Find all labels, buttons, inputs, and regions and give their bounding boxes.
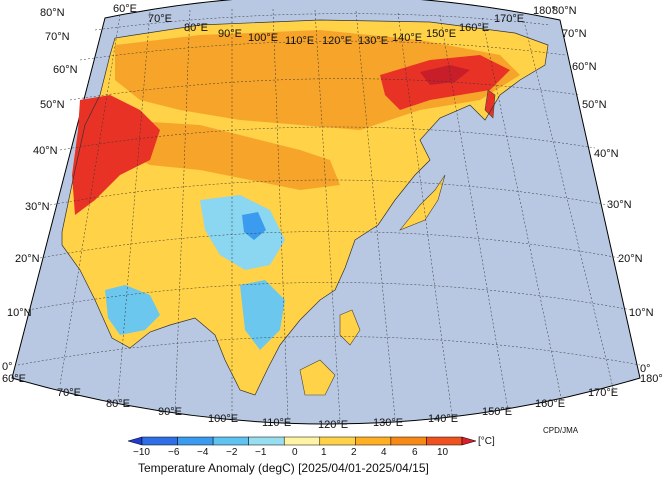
colorbar-tick-label: −1 <box>255 447 267 458</box>
lon-label: 150°E <box>482 406 512 418</box>
colorbar-segment <box>426 436 463 446</box>
colorbar-segment <box>319 436 356 446</box>
lon-label: 110°E <box>285 35 314 47</box>
lon-label: 90°E <box>158 406 182 418</box>
lat-label: 20°N <box>15 253 40 265</box>
lat-label: 70°N <box>45 31 70 43</box>
lon-labels-top: 60°E 70°E 80°E 90°E 100°E 110°E 120°E 13… <box>113 3 556 47</box>
lon-label: 170°E <box>588 387 618 399</box>
lat-label: 10°N <box>7 307 32 319</box>
borneo-island <box>299 359 336 396</box>
lon-label: 110°E <box>262 417 291 429</box>
colorbar-tick-label: 4 <box>381 447 387 458</box>
lat-labels-left: 80°N 70°N 60°N 50°N 40°N 30°N 20°N 10°N … <box>2 7 78 373</box>
lat-label: 30°N <box>607 199 632 211</box>
lat-label: 70°N <box>562 28 587 40</box>
lon-label: 80°E <box>184 22 208 34</box>
lon-label: 140°E <box>392 32 422 44</box>
lon-label: 150°E <box>426 28 456 40</box>
colorbar-segment <box>177 436 214 446</box>
lat-label: 60°N <box>572 61 597 73</box>
lat-label: 30°N <box>25 201 50 213</box>
colorbar-tick-label: −6 <box>168 447 180 458</box>
colorbar-segment <box>212 436 249 446</box>
colorbar-arrow-low <box>127 436 143 446</box>
colorbar-segment <box>283 436 321 446</box>
islands <box>299 89 496 396</box>
lat-label: 40°N <box>594 148 619 160</box>
lon-label: 70°E <box>148 13 172 25</box>
lon-label: 120°E <box>318 419 348 431</box>
land-cold-south-asia <box>105 285 160 335</box>
land-cold-tibet <box>200 195 285 270</box>
lon-label: 140°E <box>428 413 458 425</box>
chart-title: Temperature Anomaly (degC) [2025/04/01-2… <box>138 461 429 475</box>
sakhalin-island <box>484 89 496 119</box>
colorbar-segment <box>141 436 178 446</box>
colorbar-segment <box>248 436 285 446</box>
lat-label: 10°N <box>629 307 654 319</box>
lon-label: 160°E <box>535 398 565 410</box>
lat-label: 20°N <box>618 253 643 265</box>
land-red-core <box>420 65 470 85</box>
lon-label: 60°E <box>113 3 137 15</box>
land-orange-north <box>115 30 520 130</box>
lat-label: 0° <box>2 361 13 373</box>
lon-label: 60°E <box>2 373 26 385</box>
lat-label: 50°N <box>40 99 65 111</box>
lat-label: 40°N <box>33 145 58 157</box>
colorbar <box>127 436 477 446</box>
lon-label: 70°E <box>57 387 81 399</box>
land-orange-central <box>120 120 340 190</box>
lat-label: 0° <box>640 363 651 375</box>
land-red-west <box>72 95 160 215</box>
colorbar-arrow-high <box>461 436 477 446</box>
credit-label: CPD/JMA <box>543 426 579 435</box>
lon-label: 100°E <box>248 32 278 44</box>
graticule <box>17 8 641 421</box>
colorbar-segment <box>390 436 427 446</box>
colorbar-tick-label: 1 <box>321 447 327 458</box>
lon-label: 130°E <box>373 417 403 429</box>
lon-label: 80°E <box>106 398 130 410</box>
colorbar-tick-label: 6 <box>412 447 418 458</box>
lon-label: 180° <box>533 5 556 17</box>
colorbar-tick-label: −2 <box>226 447 238 458</box>
lat-label: 60°N <box>53 64 78 76</box>
lat-labels-right: 80°N 70°N 60°N 50°N 40°N 30°N 20°N 10°N … <box>552 5 654 375</box>
land-anomaly-fill <box>62 20 548 395</box>
colorbar-unit: [°C] <box>478 436 495 447</box>
lon-labels-bottom: 60°E 70°E 80°E 90°E 100°E 110°E 120°E 13… <box>2 373 663 431</box>
lat-label: 80°N <box>40 7 65 19</box>
colorbar-tick-label: −10 <box>133 447 150 458</box>
colorbar-tick-label: 0 <box>292 447 298 458</box>
land-base <box>62 20 548 395</box>
lat-label: 80°N <box>552 5 577 17</box>
lat-label: 50°N <box>582 99 607 111</box>
lon-label: 170°E <box>494 13 524 25</box>
japan-island <box>399 174 446 231</box>
lon-label: 160°E <box>459 22 489 34</box>
lon-label: 180° <box>640 373 663 385</box>
colorbar-tick-label: 2 <box>351 447 357 458</box>
lon-label: 130°E <box>358 35 388 47</box>
colorbar-tick-label: −4 <box>197 447 209 458</box>
colorbar-tick-label: 10 <box>437 447 449 458</box>
lon-label: 100°E <box>208 413 238 425</box>
lon-label: 120°E <box>322 35 352 47</box>
philippines-island <box>339 309 361 346</box>
colorbar-segment <box>355 436 392 446</box>
coastline <box>61 19 549 396</box>
land-cold-indochina <box>240 280 285 350</box>
lon-label: 90°E <box>218 28 242 40</box>
